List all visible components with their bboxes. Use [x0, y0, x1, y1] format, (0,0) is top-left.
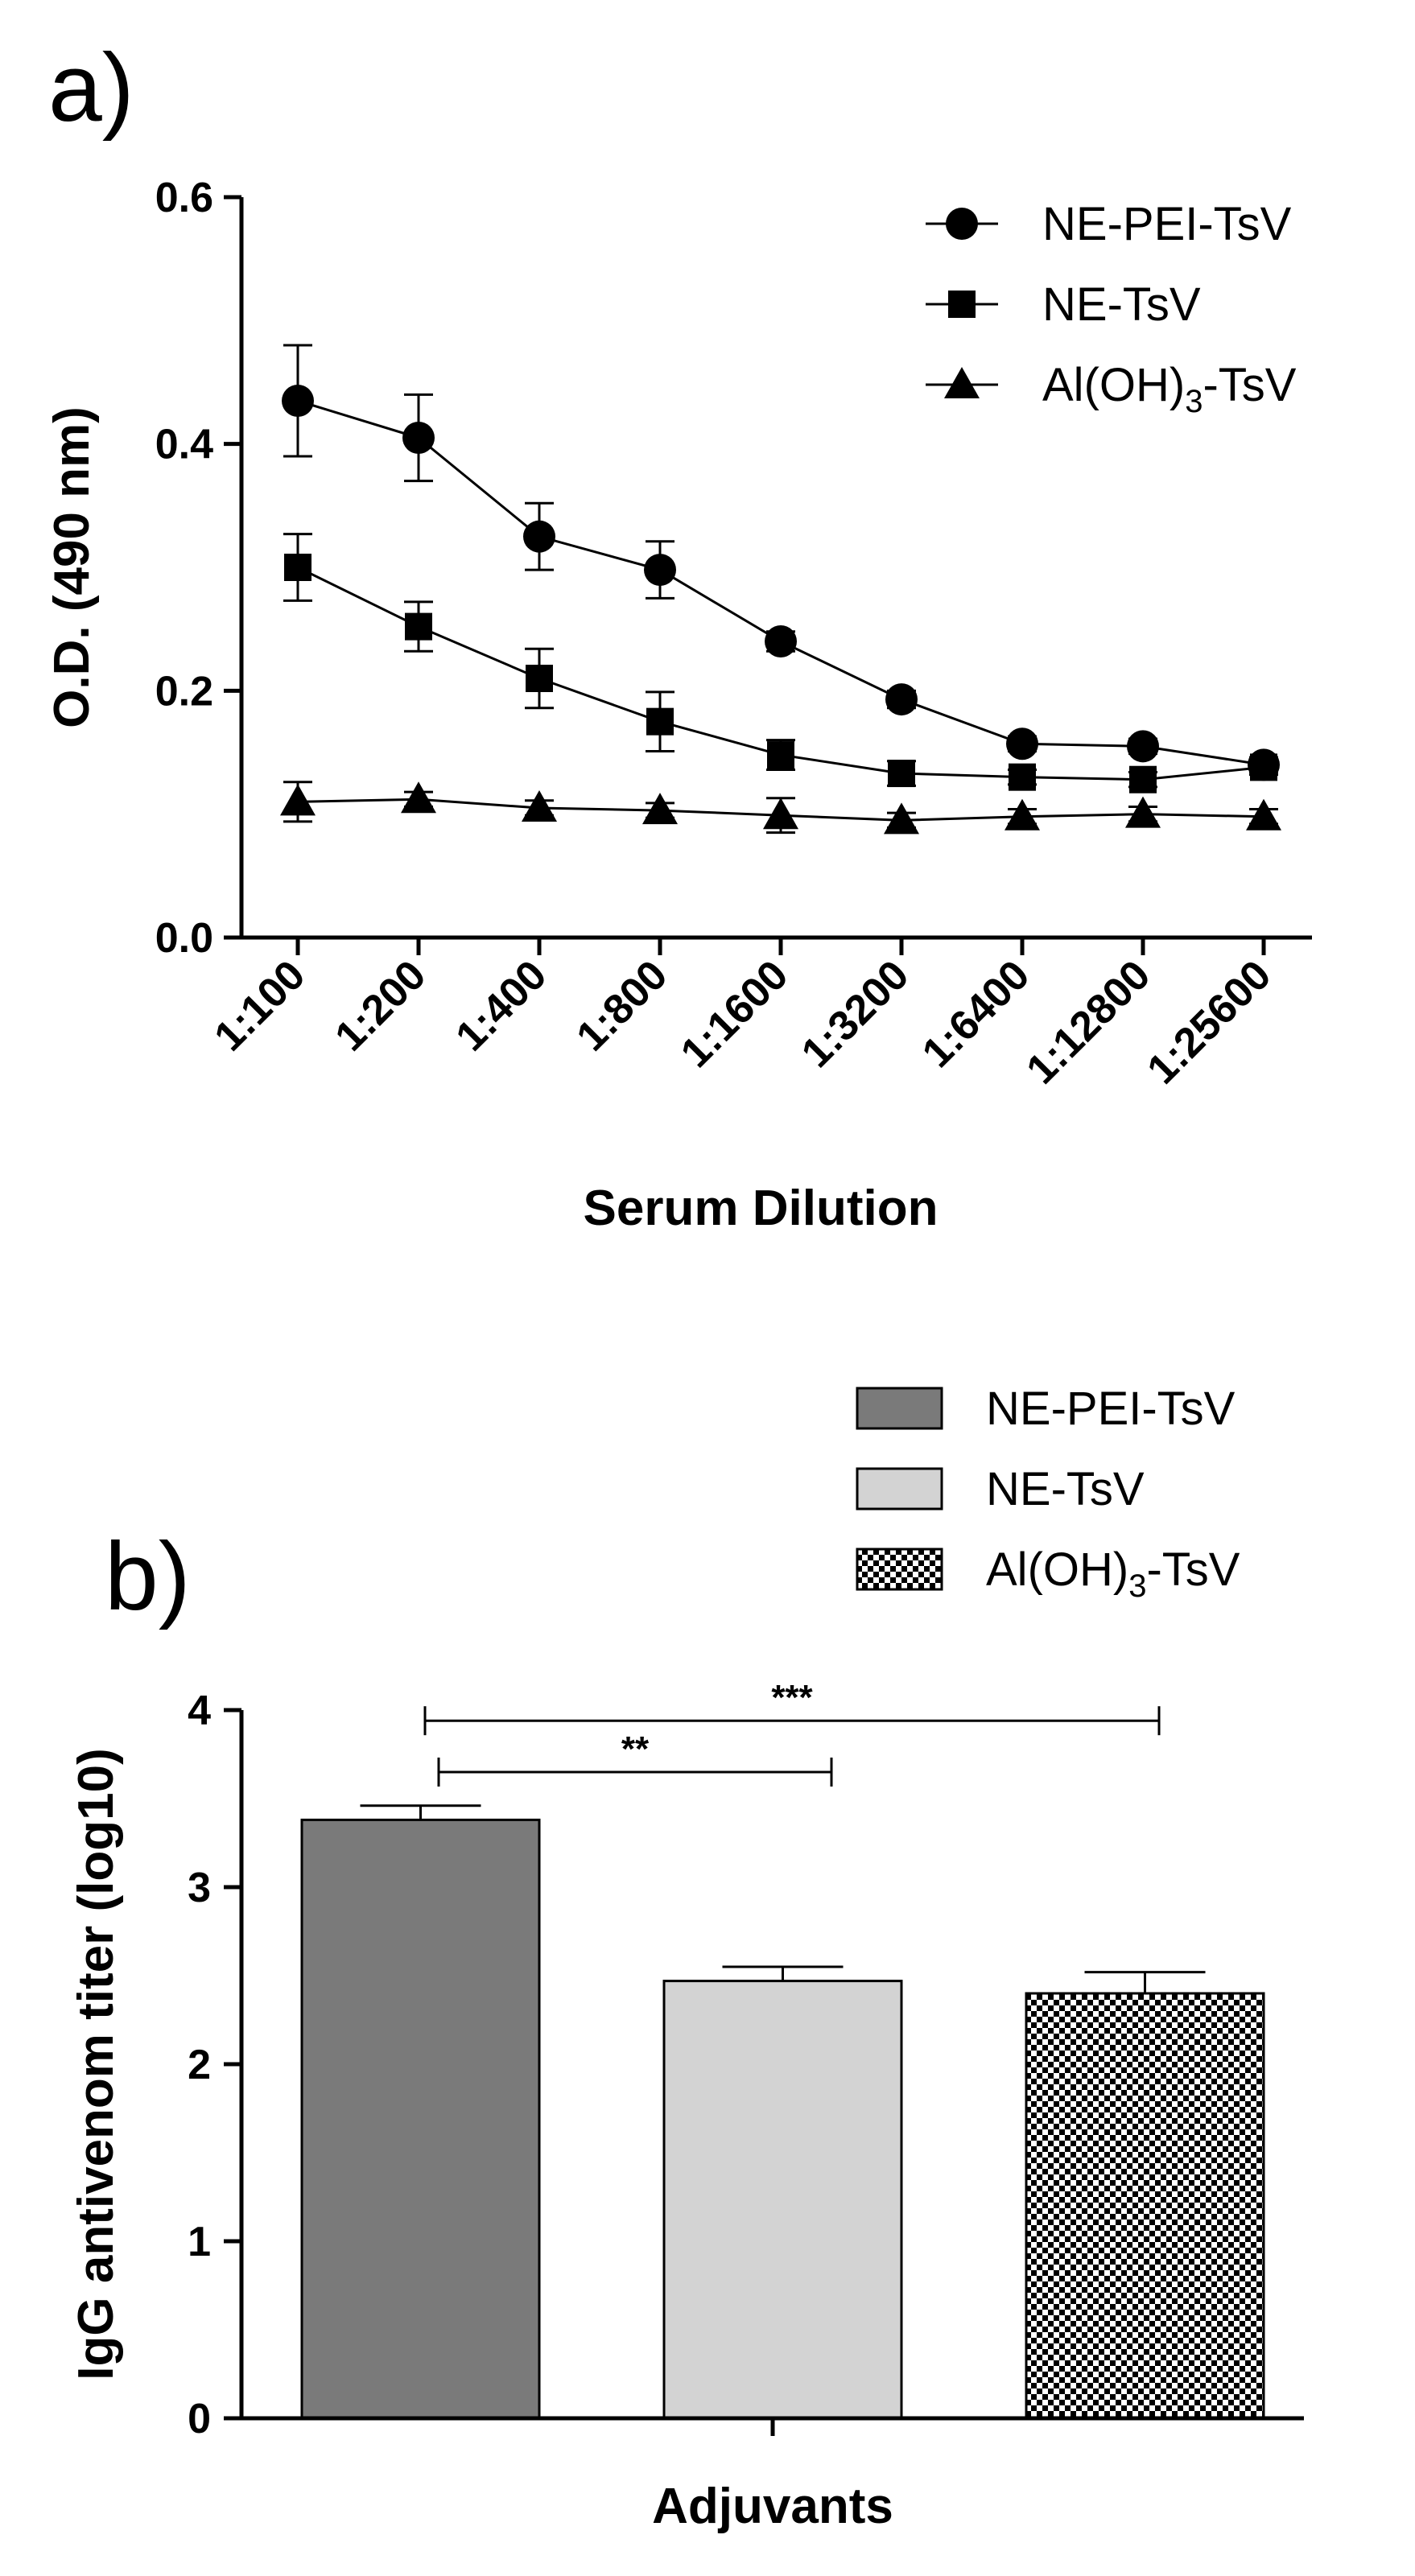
- panel-a-line-chart: a) 0.0 0.2 0.4 0.6 1:100 1:200 1:400 1:8001:16…: [44, 34, 1312, 1236]
- panel-a-data-point: [401, 781, 436, 814]
- panel-b-y-tick-label: 4: [188, 1688, 211, 1734]
- panel-a-data-point: [526, 665, 553, 692]
- panel-a-data-point: [1005, 798, 1040, 831]
- panel-a-x-tick-label: 1:3200: [793, 951, 918, 1077]
- panel-a-x-tick-label: 1:1600: [672, 951, 798, 1077]
- panel-a-x-axis-ticks: 1:100 1:200 1:400 1:8001:16001:32001:64001:…: [205, 938, 1280, 1093]
- panel-a-series-triangle: [280, 781, 1281, 835]
- panel-a-x-tick-label: 1:200: [326, 951, 435, 1060]
- panel-a-data-point: [767, 741, 794, 769]
- panel-a-data-point: [888, 760, 915, 788]
- panel-b-bar: [300, 1818, 541, 2420]
- panel-a-data-point: [282, 385, 314, 417]
- panel-a-legend-label: NE-PEI-TsV: [1042, 198, 1292, 250]
- panel-b-legend-swatch: [856, 1548, 943, 1591]
- panel-a-legend-marker: [944, 367, 980, 398]
- panel-a-x-axis-title: Serum Dilution: [584, 1181, 939, 1236]
- panel-a-legend-label: Al(OH)3-TsV: [1042, 359, 1297, 419]
- panel-b-significance-label: **: [621, 1729, 650, 1769]
- panel-b-significance: *****: [423, 1678, 1161, 1787]
- panel-a-data-point: [280, 784, 316, 816]
- panel-a-data-point: [1246, 798, 1281, 831]
- panel-a-y-tick-label: 0.2: [155, 668, 213, 715]
- panel-a-data-point: [522, 790, 557, 822]
- panel-a-data-point: [1127, 730, 1159, 763]
- panel-a-legend-marker: [948, 291, 976, 318]
- panel-b-y-axis-ticks: 0 1 2 3 4: [188, 1688, 241, 2442]
- panel-b-x-axis-title: Adjuvants: [652, 2479, 893, 2534]
- panel-a-data-point: [1006, 727, 1038, 760]
- panel-a-y-axis-ticks: 0.0 0.2 0.4 0.6: [155, 175, 241, 962]
- panel-b-legend-swatch: [856, 1387, 943, 1430]
- panel-a-y-axis-title: O.D. (490 nm): [44, 406, 100, 728]
- panel-a-legend-marker: [946, 208, 978, 240]
- panel-a-data-point: [765, 625, 797, 657]
- panel-a-y-tick-label: 0.4: [155, 422, 213, 468]
- panel-a-x-tick-label: 1:100: [205, 951, 314, 1060]
- panel-a-data-point: [642, 793, 678, 825]
- panel-a-x-tick-label: 1:400: [447, 951, 555, 1060]
- panel-b-bar: [662, 1980, 903, 2420]
- panel-a-series-line: [297, 399, 1264, 766]
- panel-b-legend-swatch: [856, 1467, 943, 1511]
- panel-a-y-tick-label: 0.6: [155, 175, 213, 221]
- panel-b-legend-label: NE-TsV: [986, 1463, 1145, 1515]
- panel-a-data-point: [284, 554, 311, 581]
- panel-a-legend-label: NE-TsV: [1042, 278, 1201, 331]
- panel-a-data-point: [646, 707, 674, 736]
- panel-b-legend: NE-PEI-TsV NE-TsV Al(OH)3-TsV: [856, 1383, 1240, 1604]
- panel-a-data-point: [884, 802, 919, 835]
- panel-b-y-tick-label: 0: [188, 2396, 211, 2442]
- panel-a-x-tick-label: 1:800: [567, 951, 676, 1060]
- panel-b-y-tick-label: 3: [188, 1865, 211, 1911]
- panel-a-data-point: [763, 798, 798, 830]
- panel-b-significance-label: ***: [771, 1678, 813, 1717]
- panel-a-data-point: [523, 520, 555, 553]
- panel-a-data-point: [644, 554, 676, 587]
- panel-b-bars: [300, 1804, 1265, 2420]
- panel-b-y-axis-title: IgG antivenom titer (log10): [68, 1748, 124, 2380]
- panel-a-series-square: [283, 533, 1278, 793]
- panel-a-x-tick-label: 1:12800: [1018, 951, 1160, 1093]
- panel-a-data-point: [885, 683, 918, 716]
- panel-a-label: a): [48, 34, 134, 142]
- panel-b-legend-label: Al(OH)3-TsV: [986, 1544, 1240, 1604]
- panel-a-data-point: [1125, 796, 1161, 828]
- panel-a-series: [280, 344, 1281, 835]
- panel-a-legend: NE-PEI-TsV NE-TsV Al(OH)3-TsV: [926, 198, 1297, 419]
- panel-a-data-point: [402, 422, 435, 454]
- panel-b-y-tick-label: 2: [188, 2042, 211, 2088]
- panel-a-data-point: [1129, 765, 1157, 793]
- panel-a-data-point: [405, 612, 432, 641]
- panel-b-y-tick-label: 1: [188, 2219, 211, 2265]
- panel-b-legend-label: NE-PEI-TsV: [986, 1383, 1236, 1435]
- panel-a-y-tick-label: 0.0: [155, 915, 213, 962]
- panel-b-label: b): [105, 1523, 191, 1630]
- panel-a-data-point: [1009, 763, 1036, 791]
- panel-b-bar: [1025, 1992, 1265, 2420]
- panel-a-x-tick-label: 1:25600: [1139, 951, 1281, 1093]
- panel-a-data-point: [1250, 753, 1277, 781]
